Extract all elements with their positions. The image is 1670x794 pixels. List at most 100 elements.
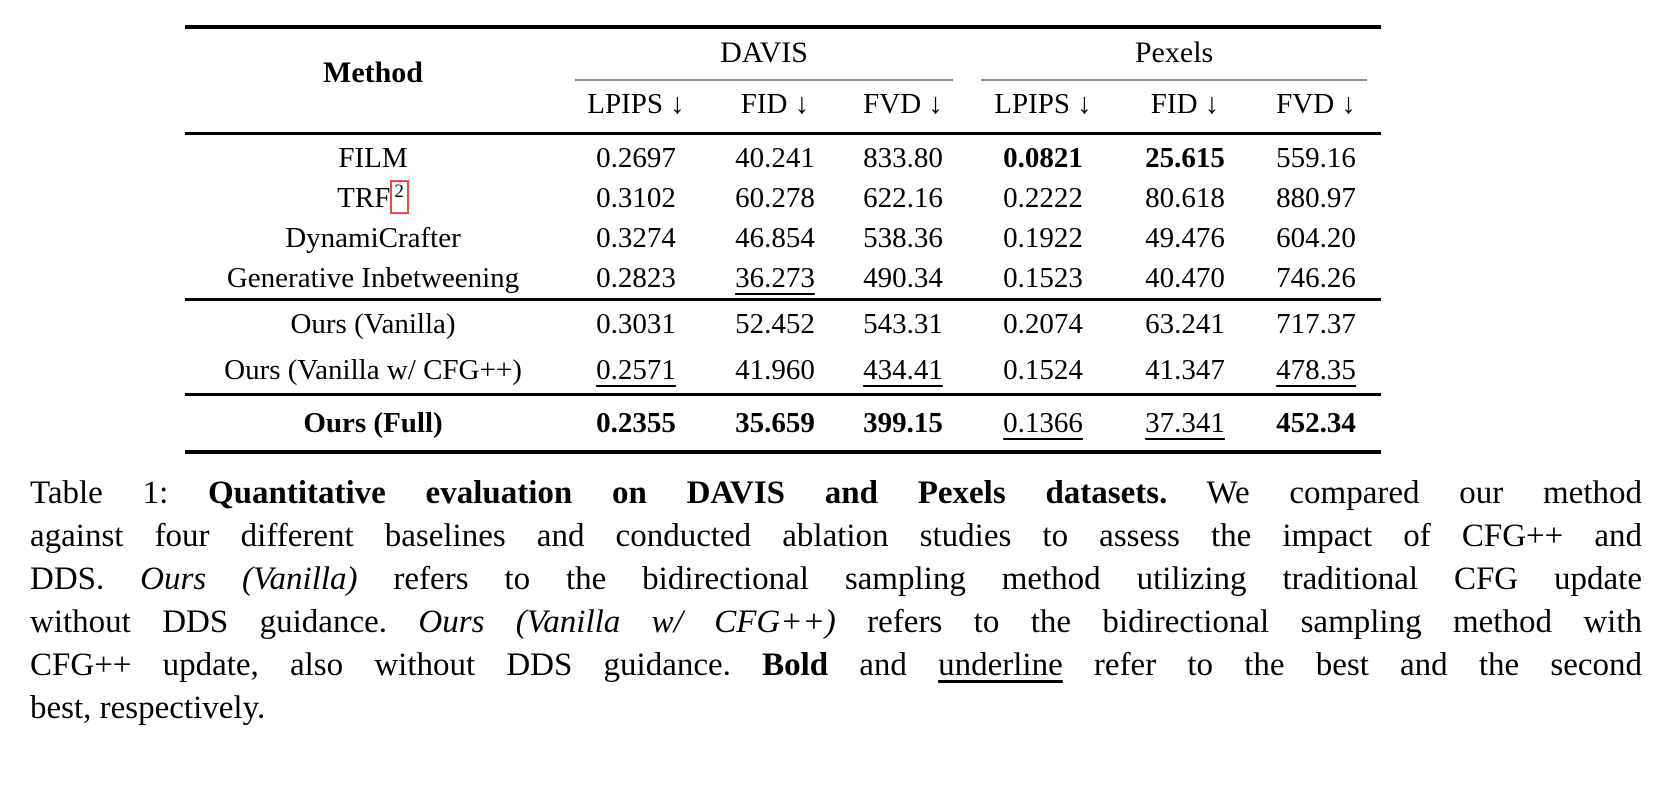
caption-text: against four different baselines and con…: [30, 518, 1642, 554]
davis-group-underline: DAVIS: [575, 36, 954, 81]
caption-text: refers to the bidirectional sampling met…: [357, 561, 1642, 597]
davis-label: DAVIS: [720, 36, 808, 69]
caption-bold-term: Bold: [762, 647, 829, 683]
value-cell: 40.241: [735, 142, 815, 174]
value-cell: 434.41: [863, 354, 943, 386]
pexels-fvd-header: FVD ↓: [1276, 88, 1356, 120]
ablations-group: Ours (Vanilla) 0.3031 52.452 543.31 0.20…: [185, 299, 1382, 395]
value-cell: 0.0821: [1003, 142, 1083, 174]
value-cell: 559.16: [1276, 142, 1356, 174]
value-cell: 0.1366: [1003, 407, 1083, 439]
value-cell: 41.347: [1145, 354, 1225, 386]
value-cell: 46.854: [735, 222, 815, 254]
caption-line: Table 1: Quantitative evaluation on DAVI…: [30, 472, 1642, 515]
method-label: TRF: [337, 182, 391, 214]
value-cell: 746.26: [1276, 262, 1356, 294]
caption-underline-term: underline: [938, 647, 1063, 683]
method-column-header: Method: [323, 55, 423, 89]
pexels-fid-header: FID ↓: [1150, 88, 1220, 120]
value-cell: 41.960: [735, 354, 815, 386]
method-cell: Ours (Full): [303, 407, 443, 439]
caption-line: best, respectively.: [30, 687, 1642, 730]
caption-text: Table 1:: [30, 475, 208, 511]
results-table-container: Method DAVIS Pexels LPIPS ↓ FID ↓ FVD ↓ …: [185, 25, 1382, 454]
value-cell: 0.1524: [1003, 354, 1083, 386]
caption-line: DDS. Ours (Vanilla) refers to the bidire…: [30, 558, 1642, 601]
value-cell: 63.241: [1145, 308, 1225, 340]
caption-text: best, respectively.: [30, 690, 266, 726]
caption-text: refer to the best and the second: [1062, 647, 1642, 683]
table-header: Method DAVIS Pexels LPIPS ↓ FID ↓ FVD ↓ …: [185, 27, 1382, 134]
value-cell: 0.2222: [1003, 182, 1083, 214]
method-cell: FILM: [338, 142, 408, 174]
value-cell: 40.470: [1145, 262, 1225, 294]
table-row-ours-vanilla: Ours (Vanilla) 0.3031 52.452 543.31 0.20…: [185, 300, 1381, 348]
value-cell: 80.618: [1145, 182, 1225, 214]
value-cell: 880.97: [1276, 182, 1356, 214]
value-cell: 717.37: [1276, 308, 1356, 340]
caption-text: refers to the bidirectional sampling met…: [835, 604, 1643, 640]
davis-fid-header: FID ↓: [740, 88, 810, 120]
pexels-group-header: Pexels: [967, 27, 1381, 81]
value-cell: 0.2355: [596, 407, 676, 439]
table-row-ours-full: Ours (Full) 0.2355 35.659 399.15 0.1366 …: [185, 395, 1381, 453]
value-cell: 0.3031: [596, 308, 676, 340]
caption-bold-title: Quantitative evaluation on DAVIS and Pex…: [207, 475, 1168, 511]
value-cell: 833.80: [863, 142, 943, 174]
caption-text: and: [828, 647, 939, 683]
caption-line: against four different baselines and con…: [30, 515, 1642, 558]
value-cell: 60.278: [735, 182, 815, 214]
method-cell: Ours (Vanilla w/ CFG++): [224, 354, 522, 386]
caption-italic-term: Ours (Vanilla): [140, 561, 358, 597]
table-row-trf: TRF 2 0.3102 60.278 622.16 0.2222 80.618 …: [185, 178, 1381, 218]
value-cell: 0.1523: [1003, 262, 1083, 294]
pexels-group-underline: Pexels: [981, 36, 1368, 81]
group-header-row: Method DAVIS Pexels: [185, 27, 1381, 89]
value-cell: 490.34: [863, 262, 943, 294]
value-cell: 452.34: [1276, 407, 1356, 439]
baselines-group: FILM 0.2697 40.241 833.80 0.0821 25.615 …: [185, 134, 1381, 300]
table-row-film: FILM 0.2697 40.241 833.80 0.0821 25.615 …: [185, 134, 1381, 179]
metric-header-row: LPIPS ↓ FID ↓ FVD ↓ LPIPS ↓ FID ↓ FVD ↓: [185, 81, 1381, 134]
caption-line: CFG++ update, also without DDS guidance.…: [30, 644, 1642, 687]
value-cell: 622.16: [863, 182, 943, 214]
caption-text: without DDS guidance.: [30, 604, 419, 640]
table-caption: Table 1: Quantitative evaluation on DAVI…: [30, 472, 1642, 730]
davis-group-header: DAVIS: [561, 27, 967, 81]
caption-line: without DDS guidance. Ours (Vanilla w/ C…: [30, 601, 1642, 644]
method-cell: Generative Inbetweening: [226, 262, 520, 294]
value-cell: 0.2074: [1003, 308, 1083, 340]
value-cell: 52.452: [735, 308, 815, 340]
value-cell: 35.659: [735, 407, 815, 439]
table-row-ours-vanilla-cfgpp: Ours (Vanilla w/ CFG++) 0.2571 41.960 43…: [185, 347, 1381, 395]
caption-italic-term: Ours (Vanilla w/ CFG++): [418, 604, 836, 640]
quantitative-results-table: Method DAVIS Pexels LPIPS ↓ FID ↓ FVD ↓ …: [185, 25, 1382, 454]
value-cell: 399.15: [863, 407, 943, 439]
value-cell: 25.615: [1145, 142, 1225, 174]
method-cell: DynamiCrafter: [285, 222, 461, 254]
pexels-lpips-header: LPIPS ↓: [994, 88, 1092, 120]
davis-lpips-header: LPIPS ↓: [587, 88, 685, 120]
value-cell: 36.273: [735, 262, 815, 294]
value-cell: 37.341: [1145, 407, 1225, 439]
value-cell: 0.2571: [596, 354, 676, 386]
value-cell: 538.36: [863, 222, 943, 254]
method-cell: Ours (Vanilla): [290, 308, 456, 340]
pexels-label: Pexels: [1134, 36, 1214, 69]
value-cell: 0.3274: [596, 222, 676, 254]
value-cell: 604.20: [1276, 222, 1356, 254]
caption-text: DDS.: [30, 561, 141, 597]
caption-text: CFG++ update, also without DDS guidance.: [30, 647, 763, 683]
value-cell: 478.35: [1276, 354, 1356, 386]
value-cell: 0.2823: [596, 262, 676, 294]
caption-text: We compared our method: [1167, 475, 1642, 511]
davis-fvd-header: FVD ↓: [863, 88, 943, 120]
value-cell: 49.476: [1145, 222, 1225, 254]
value-cell: 0.2697: [596, 142, 676, 174]
table-row-generative-inbetweening: Generative Inbetweening 0.2823 36.273 49…: [185, 258, 1381, 300]
footnote-link[interactable]: 2: [390, 180, 409, 214]
final-method-group: Ours (Full) 0.2355 35.659 399.15 0.1366 …: [185, 394, 1382, 453]
table-row-dynamicrafter: DynamiCrafter 0.3274 46.854 538.36 0.192…: [185, 218, 1381, 258]
value-cell: 0.3102: [596, 182, 676, 214]
value-cell: 0.1922: [1003, 222, 1083, 254]
